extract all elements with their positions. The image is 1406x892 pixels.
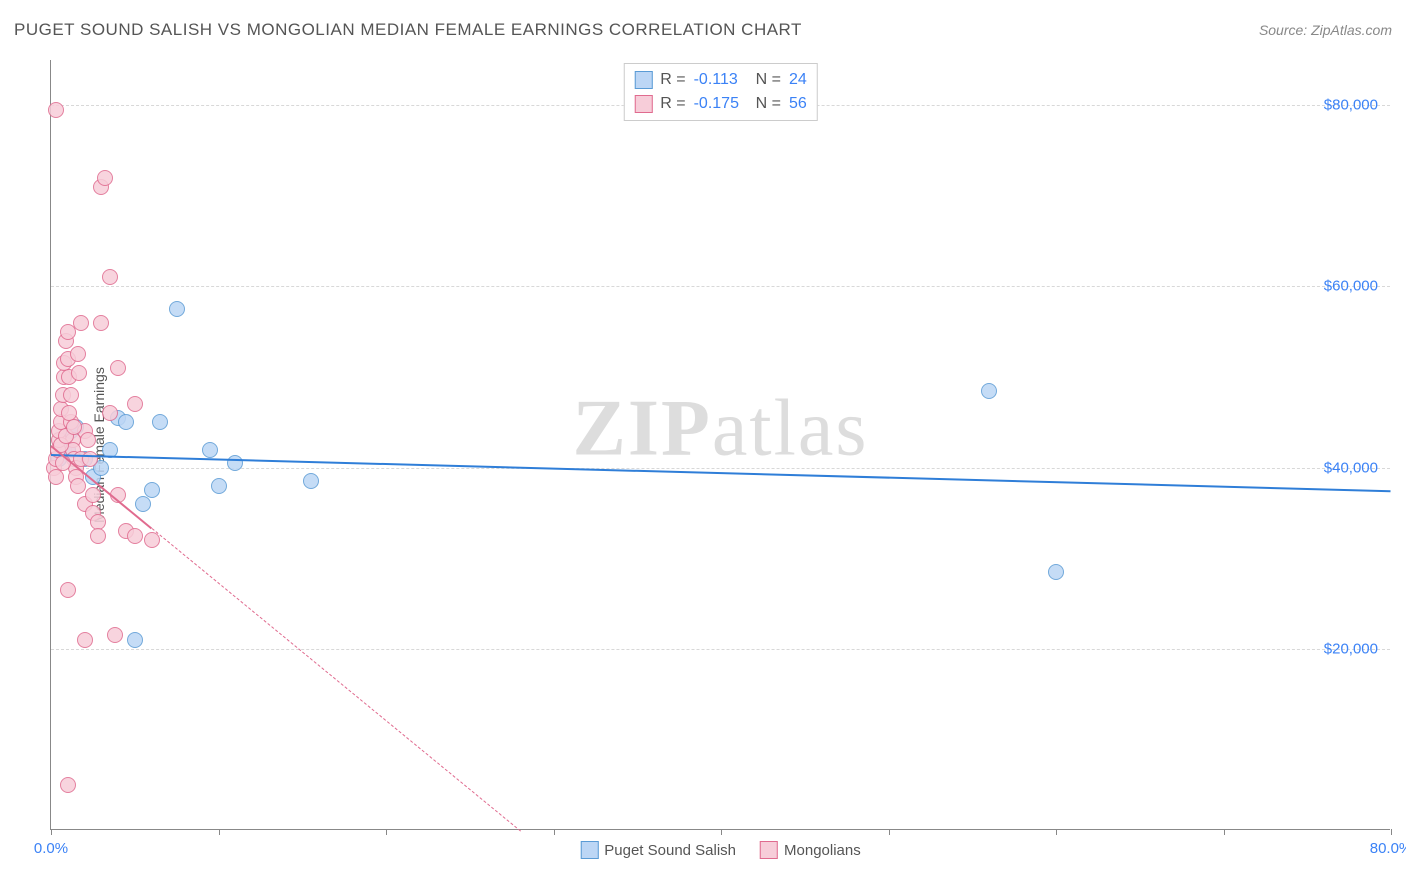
data-point-salish: [303, 473, 319, 489]
data-point-mong: [127, 396, 143, 412]
data-point-salish: [1048, 564, 1064, 580]
data-point-mong: [73, 315, 89, 331]
data-point-mong: [70, 478, 86, 494]
data-point-mong: [107, 627, 123, 643]
data-point-mong: [144, 532, 160, 548]
data-point-salish: [227, 455, 243, 471]
salish-regline: [51, 454, 1391, 492]
x-tick-label: 0.0%: [34, 840, 68, 857]
gridline: [51, 649, 1390, 650]
r-value: -0.175: [694, 92, 748, 116]
legend-series: Puget Sound Salish Mongolians: [580, 841, 860, 859]
data-point-salish: [135, 496, 151, 512]
x-tick-label: 80.0%: [1370, 840, 1406, 857]
data-point-mong: [77, 632, 93, 648]
n-label: N =: [756, 68, 781, 92]
legend-series-label: Mongolians: [784, 842, 861, 859]
legend-stats-box: R = -0.113 N = 24 R = -0.175 N = 56: [623, 63, 817, 121]
chart-title: PUGET SOUND SALISH VS MONGOLIAN MEDIAN F…: [14, 20, 802, 40]
r-label: R =: [660, 92, 685, 116]
data-point-salish: [144, 482, 160, 498]
source-attribution: Source: ZipAtlas.com: [1259, 22, 1392, 38]
data-point-mong: [102, 269, 118, 285]
legend-swatch-icon: [580, 841, 598, 859]
x-tick: [1391, 829, 1392, 835]
data-point-mong: [93, 315, 109, 331]
data-point-salish: [152, 414, 168, 430]
gridline: [51, 468, 1390, 469]
data-point-mong: [63, 387, 79, 403]
mong-regline-dash: [151, 528, 520, 831]
x-tick: [554, 829, 555, 835]
watermark: ZIPatlas: [573, 384, 869, 475]
legend-swatch-icon: [634, 95, 652, 113]
y-tick-label: $20,000: [1324, 640, 1378, 657]
data-point-salish: [981, 383, 997, 399]
x-tick: [386, 829, 387, 835]
gridline: [51, 286, 1390, 287]
legend-swatch-icon: [760, 841, 778, 859]
data-point-salish: [211, 478, 227, 494]
x-tick: [219, 829, 220, 835]
data-point-mong: [127, 528, 143, 544]
legend-stats-row-salish: R = -0.113 N = 24: [634, 68, 806, 92]
data-point-mong: [82, 451, 98, 467]
data-point-mong: [48, 102, 64, 118]
n-value: 24: [789, 68, 807, 92]
y-tick-label: $80,000: [1324, 97, 1378, 114]
y-tick-label: $40,000: [1324, 459, 1378, 476]
data-point-mong: [85, 487, 101, 503]
r-label: R =: [660, 68, 685, 92]
data-point-salish: [127, 632, 143, 648]
data-point-mong: [71, 365, 87, 381]
data-point-mong: [90, 528, 106, 544]
x-tick: [51, 829, 52, 835]
x-tick: [721, 829, 722, 835]
n-value: 56: [789, 92, 807, 116]
data-point-mong: [97, 170, 113, 186]
y-tick-label: $60,000: [1324, 278, 1378, 295]
data-point-mong: [102, 405, 118, 421]
data-point-salish: [118, 414, 134, 430]
data-point-mong: [70, 346, 86, 362]
data-point-mong: [60, 777, 76, 793]
legend-series-row-salish: Puget Sound Salish: [580, 841, 736, 859]
legend-series-row-mong: Mongolians: [760, 841, 861, 859]
legend-swatch-icon: [634, 71, 652, 89]
legend-series-label: Puget Sound Salish: [604, 842, 736, 859]
data-point-salish: [202, 442, 218, 458]
n-label: N =: [756, 92, 781, 116]
x-tick: [889, 829, 890, 835]
data-point-mong: [110, 360, 126, 376]
x-tick: [1224, 829, 1225, 835]
r-value: -0.113: [694, 68, 748, 92]
x-tick: [1056, 829, 1057, 835]
data-point-salish: [169, 301, 185, 317]
plot-area: ZIPatlas Median Female Earnings R = -0.1…: [50, 60, 1390, 830]
data-point-mong: [80, 432, 96, 448]
data-point-mong: [60, 582, 76, 598]
data-point-mong: [66, 419, 82, 435]
legend-stats-row-mong: R = -0.175 N = 56: [634, 92, 806, 116]
